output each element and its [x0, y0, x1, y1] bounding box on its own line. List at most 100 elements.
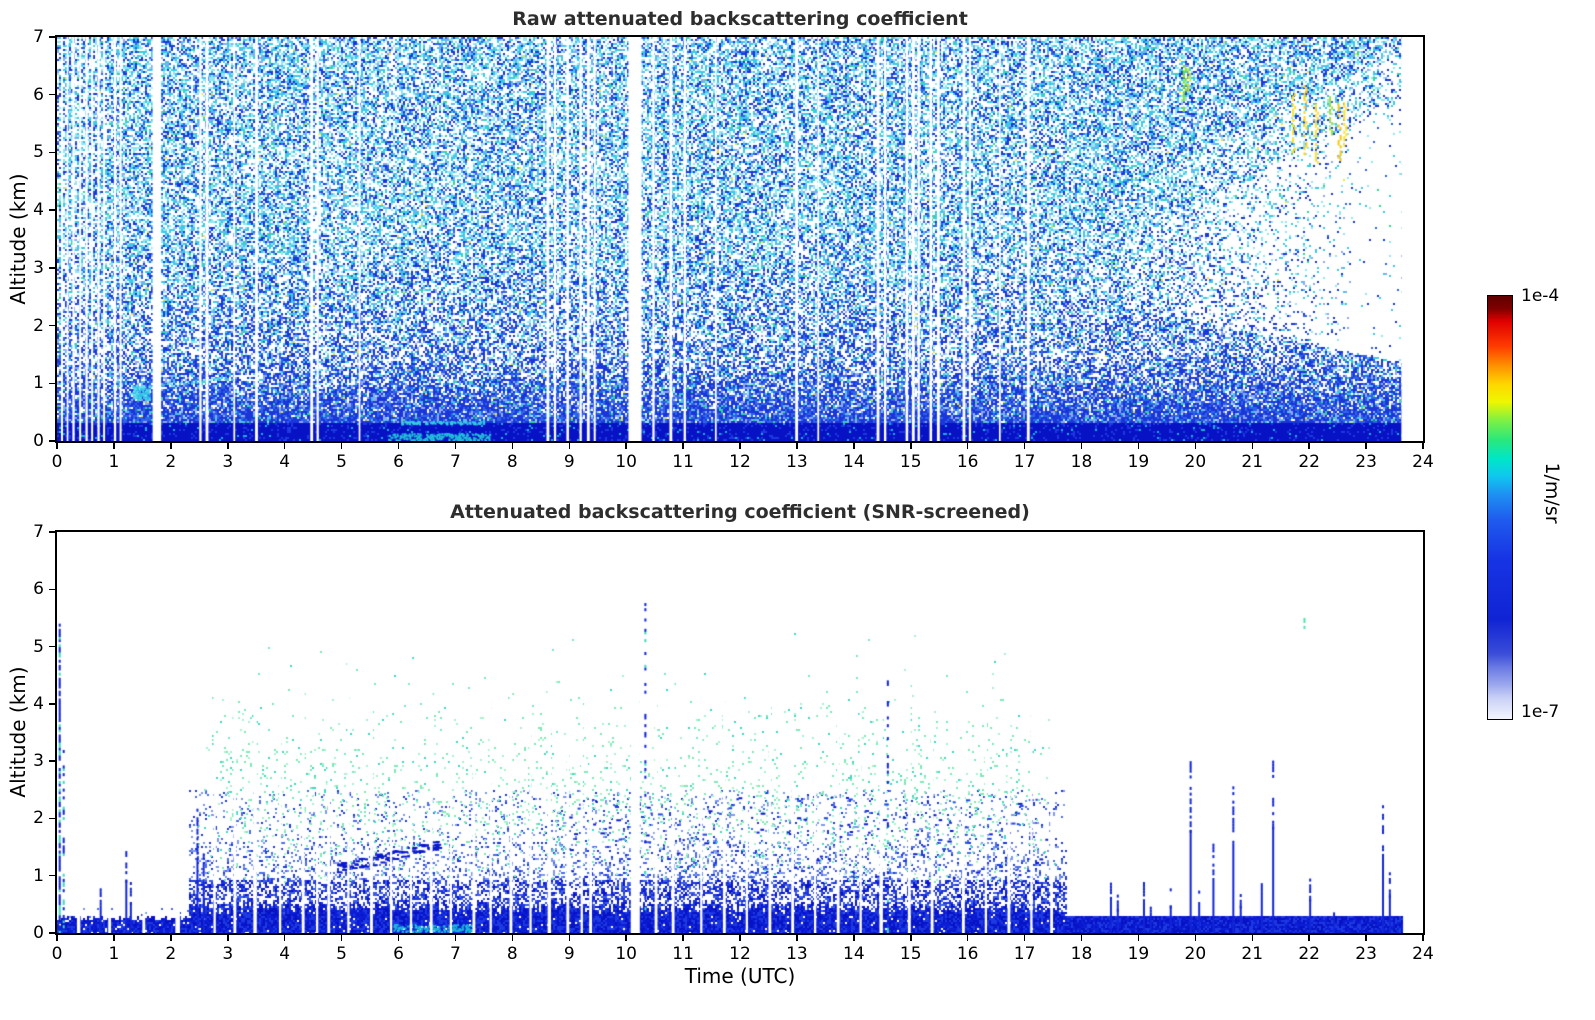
x-tick-label: 8 [506, 452, 518, 472]
y-tick-mark [49, 874, 55, 877]
x-tick-label: 12 [729, 944, 751, 964]
y-tick-mark [49, 324, 55, 327]
x-tick-label: 17 [1013, 944, 1036, 964]
x-tick-label: 24 [1412, 944, 1434, 964]
x-tick-mark [568, 443, 570, 449]
x-tick-label: 1 [108, 944, 120, 964]
x-tick-label: 7 [449, 452, 461, 472]
x-tick-mark [113, 443, 115, 449]
x-tick-label: 19 [1127, 944, 1150, 964]
x-tick-label: 5 [336, 452, 347, 472]
x-tick-mark [1422, 443, 1424, 449]
x-tick-label: 17 [1013, 452, 1036, 472]
x-tick-mark [1023, 935, 1026, 941]
y-tick-mark [49, 36, 55, 38]
y-tick-label: 3 [33, 751, 44, 772]
x-tick-mark [227, 935, 229, 941]
x-tick-mark [1365, 443, 1367, 449]
y-tick-label: 4 [33, 200, 44, 221]
y-tick-label: 2 [33, 808, 44, 829]
x-axis-label: Time (UTC) [684, 964, 796, 988]
x-tick-mark [454, 443, 457, 449]
y-tick-mark [49, 588, 55, 591]
x-tick-label: 14 [843, 944, 865, 964]
x-tick-mark [397, 935, 400, 941]
x-tick-mark [1308, 935, 1310, 941]
x-tick-mark [1194, 935, 1197, 941]
x-tick-label: 19 [1127, 452, 1150, 472]
x-tick-mark [1251, 935, 1253, 941]
y-tick-label: 5 [33, 636, 44, 657]
x-tick-label: 7 [449, 944, 461, 964]
x-tick-mark [340, 935, 343, 941]
y-tick-mark [49, 531, 55, 533]
x-tick-mark [682, 443, 684, 449]
x-tick-label: 10 [615, 452, 637, 472]
x-tick-label: 24 [1412, 452, 1434, 472]
y-tick-mark [49, 382, 55, 385]
screened-y-axis-label: Altitude (km) [6, 666, 30, 798]
y-tick-label: 2 [33, 315, 44, 336]
x-tick-label: 5 [336, 944, 347, 964]
y-tick-mark [49, 703, 55, 705]
x-tick-mark [568, 935, 570, 941]
y-tick-mark [49, 151, 55, 154]
x-tick-mark [511, 935, 514, 941]
x-tick-mark [682, 935, 684, 941]
x-tick-label: 12 [729, 452, 751, 472]
raw-panel-title: Raw attenuated backscattering coefficien… [512, 8, 968, 30]
y-tick-label: 6 [33, 84, 44, 105]
x-tick-mark [283, 935, 286, 941]
x-tick-label: 18 [1070, 944, 1093, 964]
x-tick-mark [966, 935, 969, 941]
x-tick-label: 9 [563, 452, 575, 472]
x-tick-mark [340, 443, 343, 449]
x-tick-label: 16 [956, 944, 979, 964]
x-tick-mark [853, 935, 855, 941]
x-tick-label: 3 [222, 944, 234, 964]
x-tick-mark [1137, 443, 1140, 449]
x-tick-mark [56, 443, 58, 449]
x-tick-label: 4 [279, 944, 291, 964]
x-tick-label: 13 [786, 452, 808, 472]
x-tick-label: 15 [899, 944, 922, 964]
x-tick-mark [910, 935, 912, 941]
y-tick-label: 1 [33, 865, 44, 886]
x-tick-mark [739, 443, 741, 449]
y-tick-mark [49, 932, 55, 934]
y-tick-label: 0 [33, 923, 44, 943]
y-tick-mark [49, 209, 55, 211]
x-tick-mark [1251, 443, 1253, 449]
x-tick-mark [1080, 935, 1083, 941]
screened-panel-title: Attenuated backscattering coefficient (S… [450, 501, 1030, 523]
x-tick-mark [283, 443, 286, 449]
x-tick-mark [966, 443, 969, 449]
x-tick-label: 23 [1355, 944, 1377, 964]
x-tick-mark [1308, 443, 1310, 449]
colorbar-max-label: 1e-4 [1521, 286, 1560, 306]
x-tick-label: 22 [1298, 452, 1320, 472]
x-tick-label: 2 [165, 452, 177, 472]
y-tick-label: 4 [33, 693, 44, 714]
y-tick-label: 3 [33, 257, 44, 278]
x-tick-mark [1194, 443, 1197, 449]
x-tick-label: 1 [108, 452, 120, 472]
screened-heatmap-canvas [57, 532, 1423, 933]
x-tick-label: 11 [672, 452, 694, 472]
x-tick-mark [739, 935, 741, 941]
x-tick-mark [1137, 935, 1140, 941]
x-tick-mark [1422, 935, 1424, 941]
x-tick-label: 0 [51, 452, 63, 472]
x-tick-label: 3 [222, 452, 234, 472]
x-tick-label: 21 [1241, 944, 1264, 964]
y-tick-mark [49, 93, 55, 96]
y-tick-mark [49, 817, 55, 820]
x-tick-mark [853, 443, 855, 449]
x-tick-label: 22 [1298, 944, 1320, 964]
y-tick-label: 0 [33, 431, 44, 451]
x-tick-label: 20 [1184, 944, 1207, 964]
x-tick-label: 8 [506, 944, 518, 964]
x-tick-mark [397, 443, 400, 449]
x-tick-label: 18 [1070, 452, 1093, 472]
raw-heatmap-canvas [57, 37, 1423, 441]
